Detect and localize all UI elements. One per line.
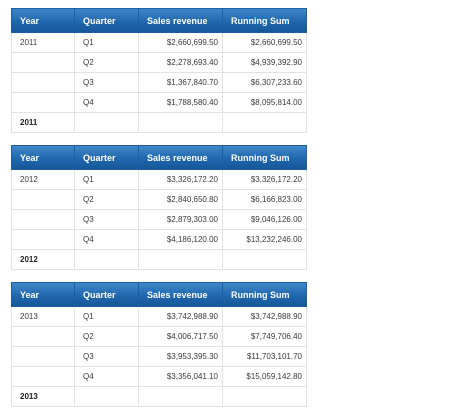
sales-revenue-cell: $4,006,717.50: [138, 326, 223, 347]
total-cell-empty: [222, 112, 307, 133]
year-total-label: 2011: [11, 112, 75, 133]
running-sum-cell: $6,307,233.60: [222, 72, 307, 93]
column-header-year: Year: [11, 282, 75, 307]
total-cell-empty: [222, 386, 307, 407]
column-header-sales-revenue: Sales revenue: [138, 145, 223, 170]
quarter-cell: Q3: [74, 72, 139, 93]
table-header-row: Year Quarter Sales revenue Running Sum: [11, 282, 307, 307]
year-table: Year Quarter Sales revenue Running Sum 2…: [11, 145, 307, 270]
year-table-block: Year Quarter Sales revenue Running Sum 2…: [11, 282, 307, 407]
year-total-row: 2011: [11, 112, 307, 133]
table-row: Q4 $3,356,041.10 $15,059,142.80: [11, 366, 307, 387]
running-sum-cell: $3,742,988.90: [222, 306, 307, 327]
table-row: Q4 $1,788,580.40 $8,095,814.00: [11, 92, 307, 113]
year-total-label: 2013: [11, 386, 75, 407]
year-cell: 2011: [11, 32, 75, 53]
year-cell-empty: [11, 229, 75, 250]
table-row: Q2 $4,006,717.50 $7,749,706.40: [11, 326, 307, 347]
quarter-cell: Q4: [74, 229, 139, 250]
running-sum-cell: $6,166,823.00: [222, 189, 307, 210]
table-row: 2013 Q1 $3,742,988.90 $3,742,988.90: [11, 306, 307, 327]
year-cell-empty: [11, 189, 75, 210]
sales-revenue-cell: $2,840,650.80: [138, 189, 223, 210]
quarter-cell: Q2: [74, 189, 139, 210]
year-cell-empty: [11, 209, 75, 230]
table-header-row: Year Quarter Sales revenue Running Sum: [11, 145, 307, 170]
quarter-cell: Q1: [74, 169, 139, 190]
column-header-sales-revenue: Sales revenue: [138, 282, 223, 307]
running-sum-cell: $3,326,172.20: [222, 169, 307, 190]
year-cell-empty: [11, 52, 75, 73]
total-cell-empty: [222, 249, 307, 270]
table-row: Q3 $3,953,395.30 $11,703,101.70: [11, 346, 307, 367]
year-cell-empty: [11, 92, 75, 113]
total-cell-empty: [138, 249, 223, 270]
sales-revenue-cell: $3,326,172.20: [138, 169, 223, 190]
table-row: 2011 Q1 $2,660,699.50 $2,660,699.50: [11, 32, 307, 53]
quarter-cell: Q3: [74, 209, 139, 230]
quarter-cell: Q1: [74, 306, 139, 327]
year-cell-empty: [11, 346, 75, 367]
running-sum-cell: $13,232,246.00: [222, 229, 307, 250]
column-header-running-sum: Running Sum: [222, 145, 307, 170]
year-table-block: Year Quarter Sales revenue Running Sum 2…: [11, 8, 307, 133]
running-sum-cell: $4,939,392.90: [222, 52, 307, 73]
table-row: Q3 $1,367,840.70 $6,307,233.60: [11, 72, 307, 93]
quarter-cell: Q2: [74, 52, 139, 73]
total-cell-empty: [74, 386, 139, 407]
year-cell: 2012: [11, 169, 75, 190]
quarter-cell: Q2: [74, 326, 139, 347]
table-row: Q4 $4,186,120.00 $13,232,246.00: [11, 229, 307, 250]
quarter-cell: Q4: [74, 92, 139, 113]
column-header-sales-revenue: Sales revenue: [138, 8, 223, 33]
year-cell-empty: [11, 72, 75, 93]
year-cell: 2013: [11, 306, 75, 327]
quarter-cell: Q4: [74, 366, 139, 387]
table-header-row: Year Quarter Sales revenue Running Sum: [11, 8, 307, 33]
table-row: Q3 $2,879,303.00 $9,046,126.00: [11, 209, 307, 230]
year-cell-empty: [11, 366, 75, 387]
total-cell-empty: [138, 386, 223, 407]
column-header-running-sum: Running Sum: [222, 8, 307, 33]
column-header-quarter: Quarter: [74, 145, 139, 170]
sales-revenue-cell: $1,367,840.70: [138, 72, 223, 93]
sales-revenue-cell: $3,953,395.30: [138, 346, 223, 367]
sales-revenue-cell: $3,742,988.90: [138, 306, 223, 327]
running-sum-cell: $7,749,706.40: [222, 326, 307, 347]
year-total-row: 2012: [11, 249, 307, 270]
running-sum-cell: $15,059,142.80: [222, 366, 307, 387]
column-header-running-sum: Running Sum: [222, 282, 307, 307]
table-row: Q2 $2,840,650.80 $6,166,823.00: [11, 189, 307, 210]
column-header-quarter: Quarter: [74, 8, 139, 33]
table-row: Q2 $2,278,693.40 $4,939,392.90: [11, 52, 307, 73]
sales-revenue-cell: $4,186,120.00: [138, 229, 223, 250]
table-row: 2012 Q1 $3,326,172.20 $3,326,172.20: [11, 169, 307, 190]
running-sum-cell: $9,046,126.00: [222, 209, 307, 230]
sales-revenue-cell: $2,278,693.40: [138, 52, 223, 73]
quarter-cell: Q3: [74, 346, 139, 367]
year-total-row: 2013: [11, 386, 307, 407]
year-total-label: 2012: [11, 249, 75, 270]
total-cell-empty: [74, 112, 139, 133]
year-cell-empty: [11, 326, 75, 347]
column-header-quarter: Quarter: [74, 282, 139, 307]
column-header-year: Year: [11, 145, 75, 170]
year-table: Year Quarter Sales revenue Running Sum 2…: [11, 282, 307, 407]
column-header-year: Year: [11, 8, 75, 33]
running-sum-cell: $11,703,101.70: [222, 346, 307, 367]
running-sum-cell: $8,095,814.00: [222, 92, 307, 113]
year-table-block: Year Quarter Sales revenue Running Sum 2…: [11, 145, 307, 270]
year-table: Year Quarter Sales revenue Running Sum 2…: [11, 8, 307, 133]
total-cell-empty: [74, 249, 139, 270]
total-cell-empty: [138, 112, 223, 133]
sales-revenue-cell: $3,356,041.10: [138, 366, 223, 387]
sales-revenue-cell: $1,788,580.40: [138, 92, 223, 113]
quarter-cell: Q1: [74, 32, 139, 53]
running-sum-cell: $2,660,699.50: [222, 32, 307, 53]
sales-revenue-cell: $2,879,303.00: [138, 209, 223, 230]
sales-revenue-cell: $2,660,699.50: [138, 32, 223, 53]
